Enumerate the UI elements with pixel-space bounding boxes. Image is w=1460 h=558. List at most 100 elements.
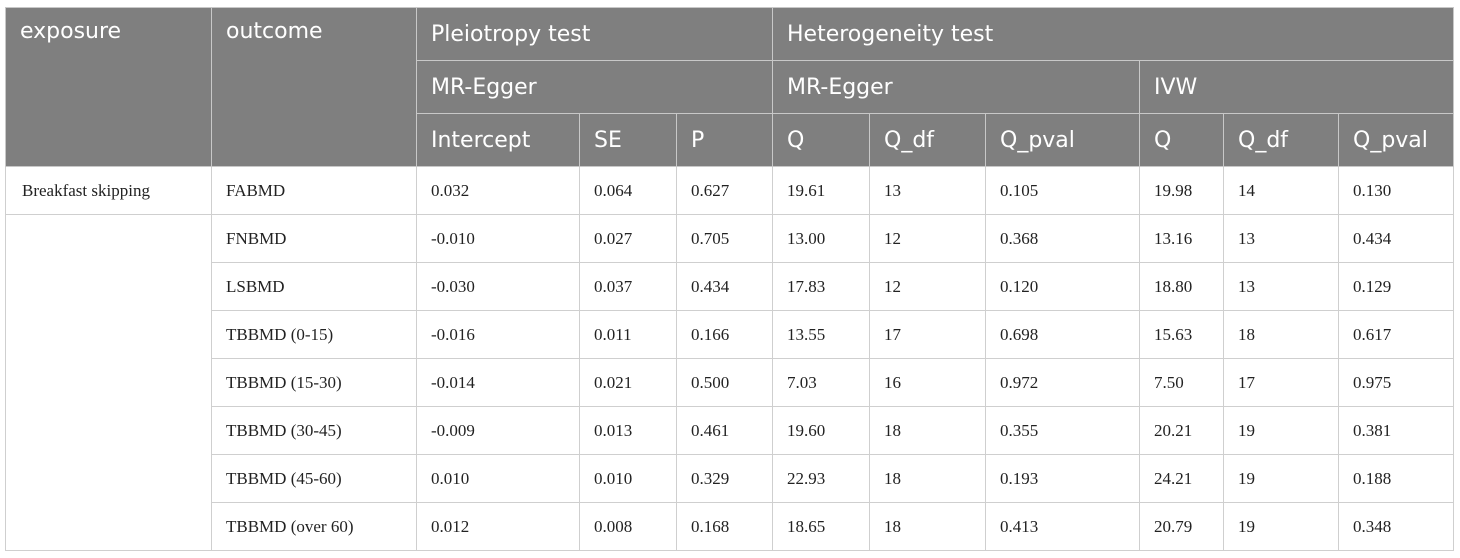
cell-egger-q-df: 17 — [869, 310, 986, 359]
cell-ivw-q-df: 14 — [1223, 166, 1339, 215]
cell-se: 0.027 — [579, 214, 677, 263]
table-row: TBBMD (0-15) -0.016 0.011 0.166 13.55 17… — [6, 310, 1454, 359]
cell-ivw-q: 13.16 — [1139, 214, 1224, 263]
cell-intercept: -0.014 — [416, 358, 580, 407]
cell-egger-q: 7.03 — [772, 358, 870, 407]
header-col-intercept: Intercept — [416, 113, 580, 167]
cell-ivw-q-df: 19 — [1223, 502, 1339, 551]
cell-intercept: -0.030 — [416, 262, 580, 311]
header-row-2: MR-Egger MR-Egger IVW — [6, 60, 1454, 114]
cell-ivw-q: 19.98 — [1139, 166, 1224, 215]
cell-outcome: TBBMD (30-45) — [211, 406, 417, 455]
cell-egger-q-pval: 0.193 — [985, 454, 1140, 503]
cell-egger-q-pval: 0.368 — [985, 214, 1140, 263]
cell-egger-q-pval: 0.413 — [985, 502, 1140, 551]
cell-ivw-q: 24.21 — [1139, 454, 1224, 503]
cell-egger-q-df: 18 — [869, 406, 986, 455]
cell-egger-q-df: 12 — [869, 214, 986, 263]
cell-p: 0.461 — [676, 406, 773, 455]
cell-ivw-q-pval: 0.434 — [1338, 214, 1454, 263]
cell-ivw-q-df: 18 — [1223, 310, 1339, 359]
cell-ivw-q-pval: 0.188 — [1338, 454, 1454, 503]
cell-exposure: Breakfast skipping — [5, 166, 212, 215]
header-outcome: outcome — [211, 7, 417, 167]
header-row-3: Intercept SE P Q Q_df Q_pval Q Q_df Q_pv… — [6, 113, 1454, 167]
table-row: TBBMD (45-60) 0.010 0.010 0.329 22.93 18… — [6, 454, 1454, 503]
cell-intercept: -0.016 — [416, 310, 580, 359]
cell-egger-q-df: 16 — [869, 358, 986, 407]
cell-outcome: TBBMD (over 60) — [211, 502, 417, 551]
cell-p: 0.329 — [676, 454, 773, 503]
header-exposure: exposure — [5, 7, 212, 167]
cell-ivw-q-df: 19 — [1223, 406, 1339, 455]
table-row: FNBMD -0.010 0.027 0.705 13.00 12 0.368 … — [5, 214, 1454, 551]
table-row: TBBMD (over 60) 0.012 0.008 0.168 18.65 … — [6, 502, 1454, 551]
header-col-ivw-q-pval: Q_pval — [1338, 113, 1454, 167]
cell-outcome: FABMD — [211, 166, 417, 215]
cell-ivw-q-df: 13 — [1223, 214, 1339, 263]
cell-outcome: TBBMD (15-30) — [211, 358, 417, 407]
header-heterogeneity-mr-egger: MR-Egger — [772, 60, 1140, 114]
cell-egger-q: 22.93 — [772, 454, 870, 503]
cell-egger-q-pval: 0.698 — [985, 310, 1140, 359]
header-col-egger-q: Q — [772, 113, 870, 167]
header-col-egger-q-pval: Q_pval — [985, 113, 1140, 167]
cell-ivw-q: 18.80 — [1139, 262, 1224, 311]
header-heterogeneity-test: Heterogeneity test — [772, 7, 1454, 61]
cell-ivw-q-pval: 0.348 — [1338, 502, 1454, 551]
header-pleiotropy-test: Pleiotropy test — [416, 7, 773, 61]
header-col-p: P — [676, 113, 773, 167]
cell-outcome: TBBMD (45-60) — [211, 454, 417, 503]
cell-ivw-q-df: 17 — [1223, 358, 1339, 407]
cell-egger-q: 18.65 — [772, 502, 870, 551]
header-col-egger-q-df: Q_df — [869, 113, 986, 167]
cell-p: 0.500 — [676, 358, 773, 407]
cell-intercept: -0.010 — [416, 214, 580, 263]
header-ivw: IVW — [1139, 60, 1454, 114]
cell-se: 0.064 — [579, 166, 677, 215]
cell-intercept: 0.032 — [416, 166, 580, 215]
cell-p: 0.168 — [676, 502, 773, 551]
cell-egger-q: 19.61 — [772, 166, 870, 215]
cell-p: 0.166 — [676, 310, 773, 359]
cell-se: 0.011 — [579, 310, 677, 359]
cell-se: 0.021 — [579, 358, 677, 407]
cell-ivw-q: 20.21 — [1139, 406, 1224, 455]
table-row: TBBMD (30-45) -0.009 0.013 0.461 19.60 1… — [6, 406, 1454, 455]
cell-se: 0.037 — [579, 262, 677, 311]
cell-se: 0.008 — [579, 502, 677, 551]
cell-se: 0.013 — [579, 406, 677, 455]
table-row: Breakfast skipping FABMD 0.032 0.064 0.6… — [5, 166, 1454, 215]
cell-egger-q-pval: 0.972 — [985, 358, 1140, 407]
cell-p: 0.434 — [676, 262, 773, 311]
cell-ivw-q-pval: 0.617 — [1338, 310, 1454, 359]
cell-egger-q: 13.00 — [772, 214, 870, 263]
cell-outcome: FNBMD — [211, 214, 417, 263]
cell-ivw-q: 20.79 — [1139, 502, 1224, 551]
header-col-se: SE — [579, 113, 677, 167]
header-pleiotropy-mr-egger: MR-Egger — [416, 60, 773, 114]
table-row: TBBMD (15-30) -0.014 0.021 0.500 7.03 16… — [6, 358, 1454, 407]
cell-egger-q-df: 18 — [869, 454, 986, 503]
cell-egger-q: 17.83 — [772, 262, 870, 311]
cell-egger-q-pval: 0.355 — [985, 406, 1140, 455]
cell-egger-q-pval: 0.120 — [985, 262, 1140, 311]
results-table: exposure outcome Pleiotropy test Heterog… — [5, 7, 1454, 551]
cell-exposure-blank — [5, 214, 212, 551]
table-body: Breakfast skipping FABMD 0.032 0.064 0.6… — [5, 166, 1454, 551]
cell-se: 0.010 — [579, 454, 677, 503]
cell-outcome: LSBMD — [211, 262, 417, 311]
cell-ivw-q-df: 19 — [1223, 454, 1339, 503]
cell-egger-q: 19.60 — [772, 406, 870, 455]
cell-ivw-q: 15.63 — [1139, 310, 1224, 359]
cell-egger-q-pval: 0.105 — [985, 166, 1140, 215]
cell-ivw-q: 7.50 — [1139, 358, 1224, 407]
table-row: LSBMD -0.030 0.037 0.434 17.83 12 0.120 … — [6, 262, 1454, 311]
header-row-1: exposure outcome Pleiotropy test Heterog… — [5, 7, 1454, 167]
cell-ivw-q-pval: 0.129 — [1338, 262, 1454, 311]
header-col-ivw-q-df: Q_df — [1223, 113, 1339, 167]
cell-egger-q: 13.55 — [772, 310, 870, 359]
cell-egger-q-df: 13 — [869, 166, 986, 215]
table-header: exposure outcome Pleiotropy test Heterog… — [5, 7, 1454, 167]
cell-ivw-q-pval: 0.130 — [1338, 166, 1454, 215]
